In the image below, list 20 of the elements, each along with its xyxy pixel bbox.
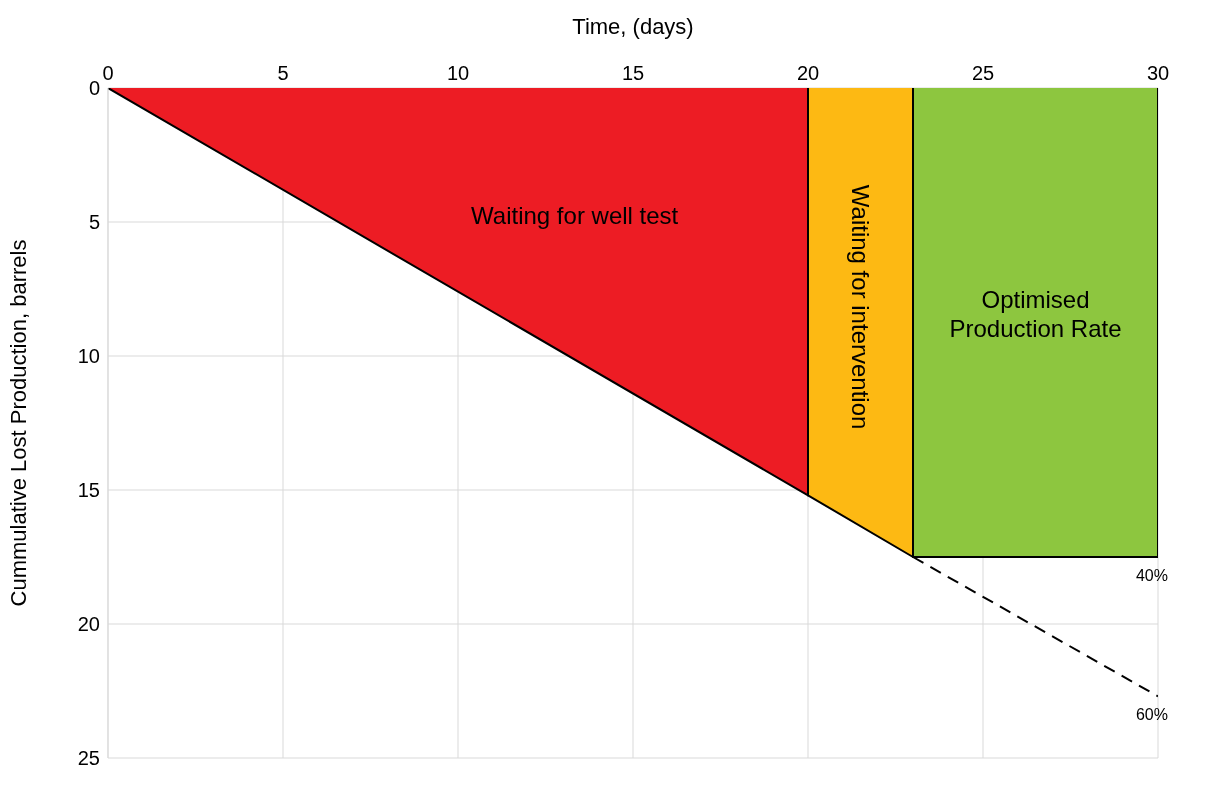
series-label: Optimised Production Rate <box>949 286 1122 342</box>
x-axis-title: Time, (days) <box>572 13 694 39</box>
x-tick-label: 5 <box>277 62 289 84</box>
x-tick-label: 0 <box>102 62 114 84</box>
y-tick-label: 25 <box>77 747 100 770</box>
y-axis-title: Cummulative Lost Production, barrels <box>5 239 31 607</box>
x-tick-label: 25 <box>971 62 995 84</box>
y-tick-label: 10 <box>77 345 100 368</box>
x-tick-label: 15 <box>621 62 645 84</box>
y-tick-label: 5 <box>88 211 100 234</box>
y-tick-label: 15 <box>77 479 100 502</box>
x-tick-label: 30 <box>1146 62 1170 84</box>
series-label: Waiting for well test <box>471 201 679 229</box>
series-label: Waiting for intervention <box>847 184 874 430</box>
y-tick-label: 0 <box>88 77 100 100</box>
x-tick-label: 10 <box>446 62 470 84</box>
x-tick-label: 20 <box>796 62 820 84</box>
y-tick-label: 20 <box>77 613 100 636</box>
annotation: 40% <box>1135 567 1168 584</box>
annotation: 60% <box>1135 706 1168 724</box>
